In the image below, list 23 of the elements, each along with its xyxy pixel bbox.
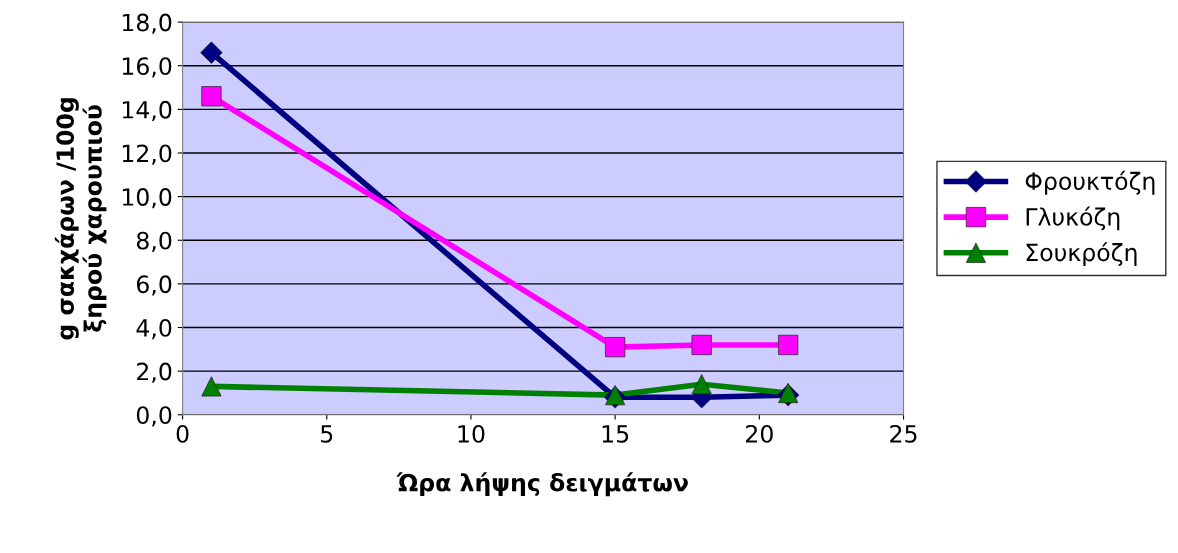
x-tick-label: 25 <box>890 424 917 443</box>
x-tick-label: 20 <box>746 424 773 443</box>
y-tick-label: 18,0 <box>122 13 172 34</box>
x-tick-label: 0 <box>176 424 189 443</box>
x-axis-title: Ώρα λήψης δειγμάτων <box>396 472 688 497</box>
x-tick-label: 15 <box>602 425 629 443</box>
point <box>200 41 223 64</box>
y-tick-label: 2,0 <box>137 362 172 383</box>
legend-label: Φρουκτόζη <box>1025 170 1155 195</box>
y-tick-label: 8,0 <box>136 231 172 252</box>
y-tick-label: 16,0 <box>122 57 172 78</box>
y-tick-label: 12,0 <box>122 144 172 165</box>
x-tick-label: 10 <box>458 424 485 443</box>
y-tick-label: 6,0 <box>136 275 172 296</box>
point <box>691 374 712 395</box>
y-tick-label: 0,0 <box>136 406 172 427</box>
y-tick-label: 10,0 <box>122 188 172 209</box>
y-axis-title: g σακχάρων /100g ξηρού χαρουπιού <box>54 98 107 340</box>
legend-label: Σουκρόζη <box>1026 242 1137 267</box>
y-tick-label: 4,0 <box>136 318 172 340</box>
y-tick-label: 14,0 <box>122 100 172 122</box>
x-tick-label: 5 <box>321 425 333 443</box>
legend-label: Γλυκόζη <box>1026 206 1120 231</box>
